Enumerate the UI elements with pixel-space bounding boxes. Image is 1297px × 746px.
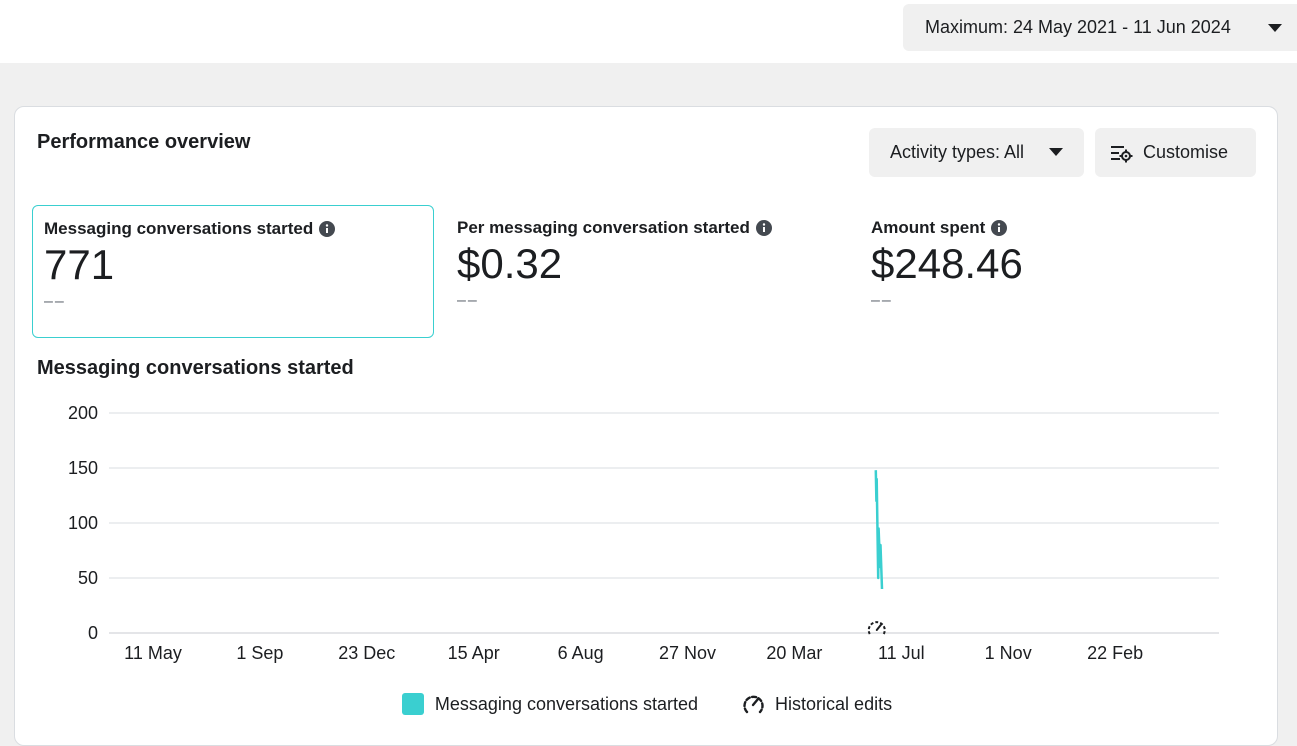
activity-types-dropdown[interactable]: Activity types: All — [869, 128, 1084, 177]
legend-label: Messaging conversations started — [434, 693, 699, 714]
metric-comparison: –– — [871, 292, 893, 309]
historical-edit-marker[interactable] — [867, 621, 886, 635]
x-tick-label: 22 Feb — [1087, 643, 1143, 663]
metric-cost-per-conversation[interactable]: Per messaging conversation started $0.32… — [446, 205, 848, 338]
customise-label: Customise — [1143, 142, 1229, 162]
card-title: Performance overview — [37, 131, 251, 153]
info-icon[interactable] — [991, 220, 1008, 236]
metric-comparison: –– — [44, 293, 66, 310]
y-tick-label: 0 — [88, 623, 98, 643]
top-bar: Maximum: 24 May 2021 - 11 Jun 2024 — [0, 0, 1297, 63]
historical-edit-icon — [743, 695, 764, 714]
y-tick-label: 100 — [68, 513, 98, 533]
x-tick-label: 27 Nov — [659, 643, 716, 663]
x-tick-label: 23 Dec — [338, 643, 395, 663]
legend-swatch — [401, 693, 424, 715]
conversations-chart[interactable]: 0 50 100 150 200 11 May 1 Sep 23 Dec 15 Apr 6 Aug… — [15, 107, 1277, 687]
caret-down-icon — [1049, 148, 1063, 156]
legend-item-edits[interactable]: Historical edits — [742, 693, 892, 715]
metric-value: 771 — [44, 241, 115, 288]
metric-amount-spent[interactable]: Amount spent $248.46 –– — [860, 205, 1240, 338]
activity-types-label: Activity types: All — [890, 142, 1025, 162]
metric-messaging-conversations[interactable]: Messaging conversations started 771 –– — [32, 205, 434, 338]
y-tick-label: 50 — [78, 568, 98, 588]
metric-value: $248.46 — [871, 240, 1023, 287]
y-tick-label: 150 — [68, 458, 98, 478]
x-tick-label: 11 May — [124, 643, 182, 663]
x-tick-label: 1 Nov — [985, 643, 1032, 663]
metric-label: Amount spent — [871, 218, 986, 237]
customise-button[interactable]: Customise — [1095, 128, 1256, 177]
chart-title: Messaging conversations started — [37, 357, 354, 379]
date-range-label: Maximum: 24 May 2021 - 11 Jun 2024 — [925, 17, 1231, 37]
y-tick-label: 200 — [68, 403, 98, 423]
caret-down-icon — [1268, 24, 1282, 32]
x-tick-label: 11 Jul — [878, 643, 925, 663]
series-line — [874, 470, 884, 590]
x-tick-label: 1 Sep — [236, 643, 283, 663]
metric-label: Messaging conversations started — [44, 219, 314, 238]
x-tick-label: 6 Aug — [558, 643, 604, 663]
x-tick-label: 15 Apr — [448, 643, 500, 663]
customise-icon — [1111, 145, 1133, 162]
x-tick-label: 20 Mar — [766, 643, 822, 663]
chart-legend: Messaging conversations started Historic… — [15, 693, 1279, 715]
performance-overview-card: Performance overview Activity types: All… — [14, 106, 1278, 746]
legend-item-series[interactable]: Messaging conversations started — [401, 693, 699, 715]
info-icon[interactable] — [319, 221, 336, 237]
metric-label: Per messaging conversation started — [457, 218, 750, 237]
metric-comparison: –– — [457, 292, 479, 309]
metric-value: $0.32 — [457, 240, 563, 287]
date-range-dropdown[interactable]: Maximum: 24 May 2021 - 11 Jun 2024 — [903, 4, 1297, 51]
legend-label: Historical edits — [775, 693, 893, 714]
info-icon[interactable] — [755, 220, 772, 236]
